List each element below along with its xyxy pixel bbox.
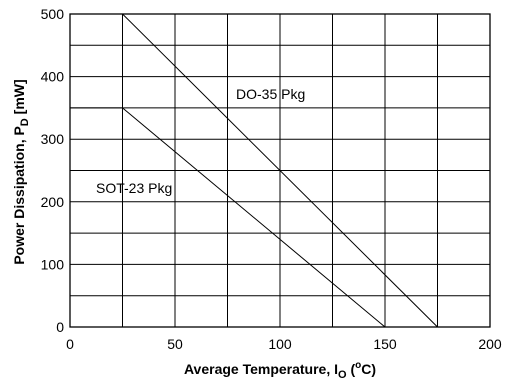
x-axis-title-unit-open: (: [347, 361, 356, 377]
y-axis-title-subscript: D: [19, 118, 31, 126]
x-tick-labels: 0 50 100 150 200: [66, 336, 502, 352]
x-axis-title-main: Average Temperature, I: [184, 361, 338, 377]
y-tick-labels: 0 100 200 300 400 500: [41, 6, 65, 335]
y-tick-label: 0: [56, 319, 64, 335]
grid: [70, 14, 490, 327]
x-tick-label: 200: [478, 336, 502, 352]
x-axis-title-unit-close: C): [361, 361, 376, 377]
y-axis-title: Power Dissipation, PD [mW]: [11, 79, 31, 264]
series-label-sot23: SOT-23 Pkg: [96, 180, 172, 196]
y-tick-label: 200: [41, 194, 65, 210]
x-tick-label: 100: [268, 336, 292, 352]
x-axis-title-subscript: O: [338, 369, 347, 381]
y-axis-title-main: Power Dissipation, P: [11, 126, 27, 264]
y-axis-title-unit: [mW]: [11, 79, 27, 118]
y-tick-label: 400: [41, 69, 65, 85]
y-tick-label: 300: [41, 131, 65, 147]
plot-frame: [69, 13, 491, 328]
x-axis-title-degree: o: [355, 360, 361, 371]
series-label-do35: DO-35 Pkg: [236, 86, 305, 102]
x-tick-label: 50: [167, 336, 183, 352]
x-tick-label: 0: [66, 336, 74, 352]
x-axis-title: Average Temperature, IO (oC): [184, 360, 376, 381]
y-tick-label: 100: [41, 256, 65, 272]
y-tick-label: 500: [41, 6, 65, 22]
x-tick-label: 150: [373, 336, 397, 352]
series-line-sot23: [70, 107, 386, 328]
